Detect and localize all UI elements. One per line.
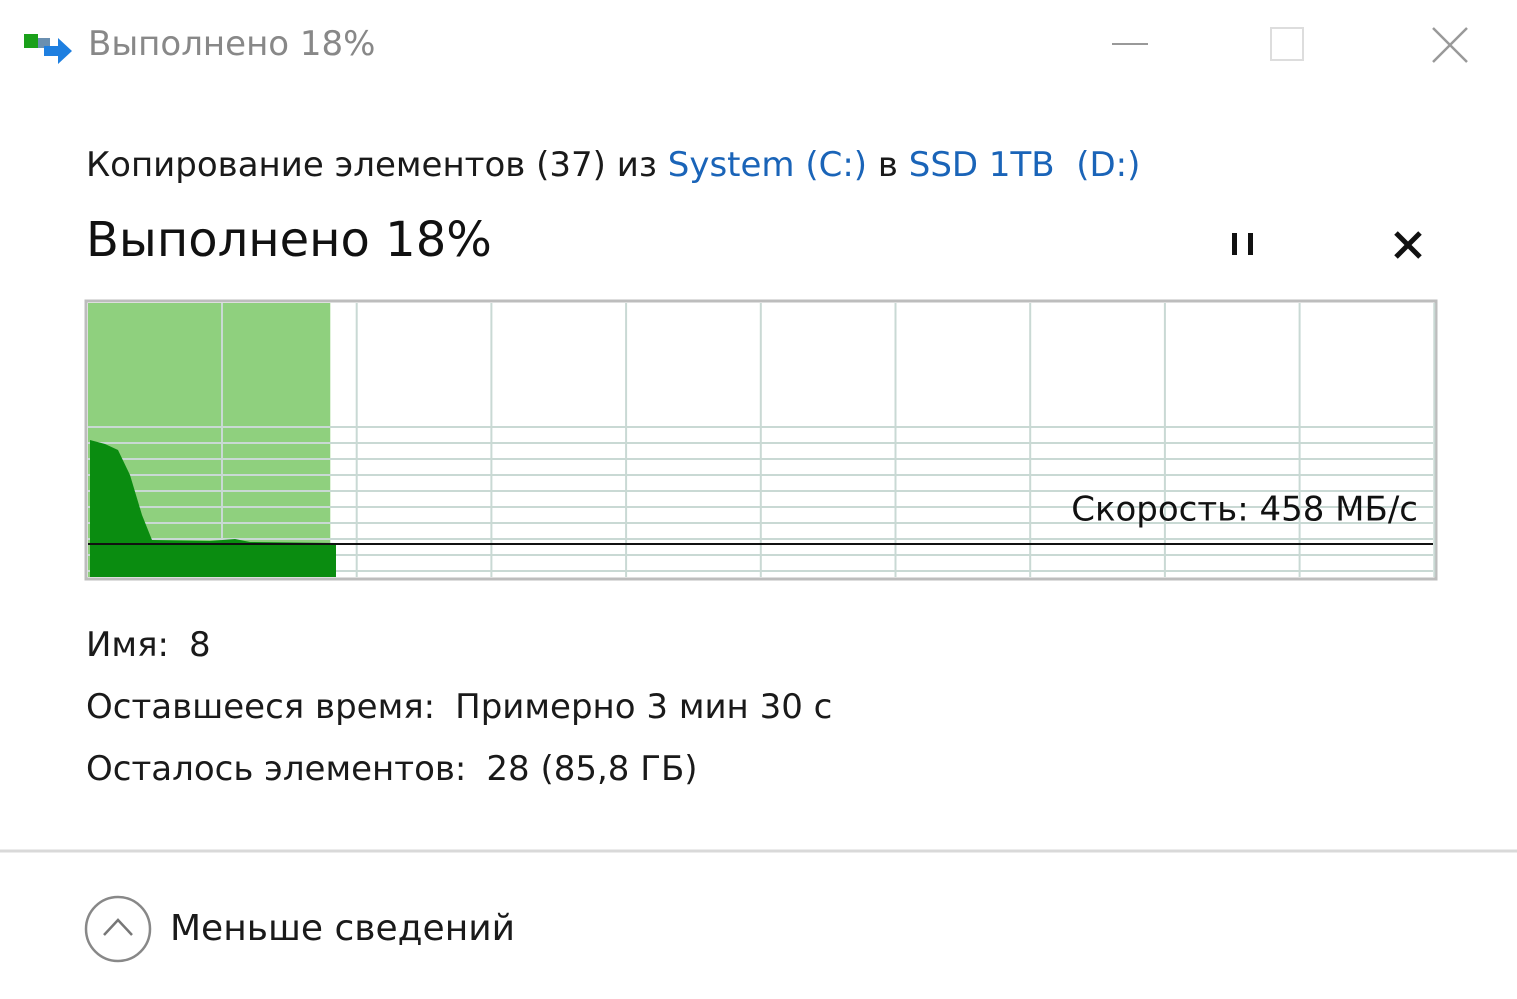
speed-label: Скорость: 458 МБ/с <box>1071 490 1418 530</box>
speed-graph: Скорость: 458 МБ/с <box>84 299 1438 581</box>
detail-row: Имя: 8 <box>86 625 211 665</box>
detail-label: Осталось элементов: <box>86 749 467 789</box>
window-title: Выполнено 18% <box>88 24 376 64</box>
speed-curve <box>90 440 336 577</box>
details-toggle[interactable]: Меньше сведений <box>170 908 516 949</box>
operation-heading: Копирование элементов (37) из System (C:… <box>86 145 1140 185</box>
detail-row: Осталось элементов: 28 (85,8 ГБ) <box>86 749 698 789</box>
detail-value: 8 <box>189 625 211 665</box>
detail-row: Оставшееся время: Примерно 3 мин 30 с <box>86 687 832 727</box>
cancel-button[interactable] <box>1394 231 1422 259</box>
detail-label: Оставшееся время: <box>86 687 436 727</box>
source-link[interactable]: System (C:) <box>667 145 868 185</box>
detail-label: Имя: <box>86 625 169 665</box>
close-window-button[interactable] <box>1432 27 1468 63</box>
pause-button[interactable] <box>1232 233 1253 255</box>
heading-middle: в <box>877 145 898 185</box>
heading-prefix: Копирование элементов (37) из <box>86 145 657 185</box>
maximize-button <box>1270 27 1304 61</box>
detail-value: Примерно 3 мин 30 с <box>455 687 833 727</box>
toggle-icon[interactable] <box>84 895 152 963</box>
app-icon <box>24 34 72 64</box>
detail-value: 28 (85,8 ГБ) <box>486 749 698 789</box>
destination-link[interactable]: SSD 1TB (D:) <box>908 145 1141 185</box>
progress-title: Выполнено 18% <box>86 212 492 268</box>
